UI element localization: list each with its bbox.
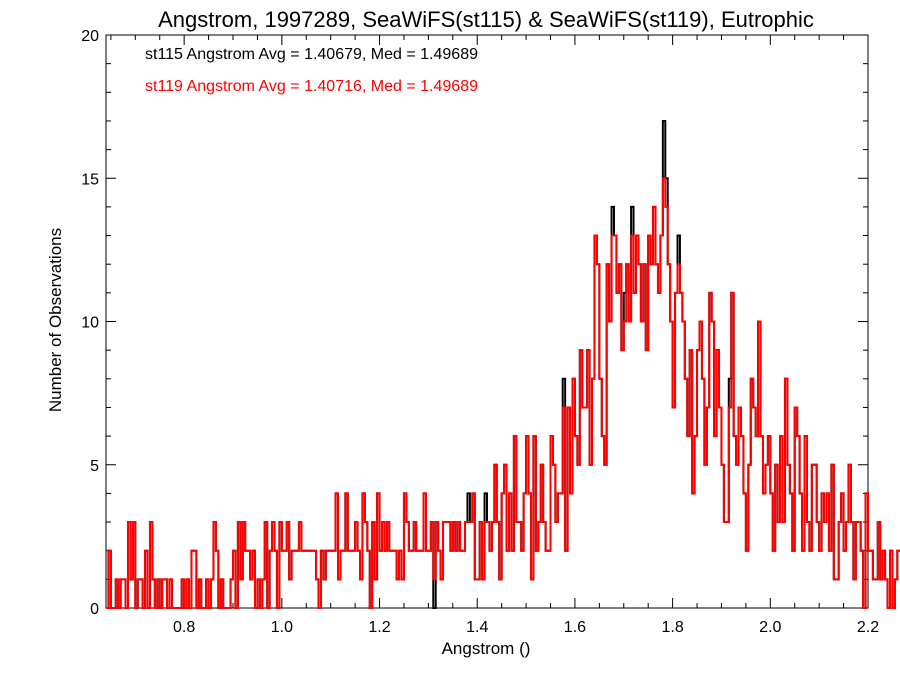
x-tick-label: 1.0: [271, 619, 293, 636]
y-axis: 0 5 10 15 20: [81, 28, 868, 618]
y-tick-label: 20: [81, 28, 99, 45]
x-tick-label: 0.8: [173, 619, 195, 636]
series-st119-histogram: [106, 177, 900, 609]
x-tick-label: 1.6: [564, 619, 586, 636]
y-axis-label: Number of Observations: [46, 228, 65, 412]
legend-annotation-st119: st119 Angstrom Avg = 1.40716, Med = 1.49…: [145, 78, 478, 95]
x-axis-label: Angstrom (): [442, 639, 531, 658]
x-tick-label: 1.8: [661, 619, 683, 636]
legend-annotation-st115: st115 Angstrom Avg = 1.40679, Med = 1.49…: [145, 46, 478, 63]
chart-title: Angstrom, 1997289, SeaWiFS(st115) & SeaW…: [158, 7, 814, 32]
x-axis: 0.8 1.0 1.2 1.4 1.6 1.8 2.0 2.2: [110, 35, 879, 636]
x-tick-label: 2.0: [759, 619, 781, 636]
y-tick-label: 0: [90, 601, 99, 618]
x-tick-label: 2.2: [857, 619, 879, 636]
y-tick-label: 15: [81, 171, 99, 188]
series-layer: [106, 119, 900, 609]
series-st115-histogram: [106, 119, 900, 609]
y-tick-label: 10: [81, 315, 99, 332]
x-tick-label: 1.2: [368, 619, 390, 636]
y-tick-label: 5: [90, 458, 99, 475]
x-tick-label: 1.4: [466, 619, 488, 636]
